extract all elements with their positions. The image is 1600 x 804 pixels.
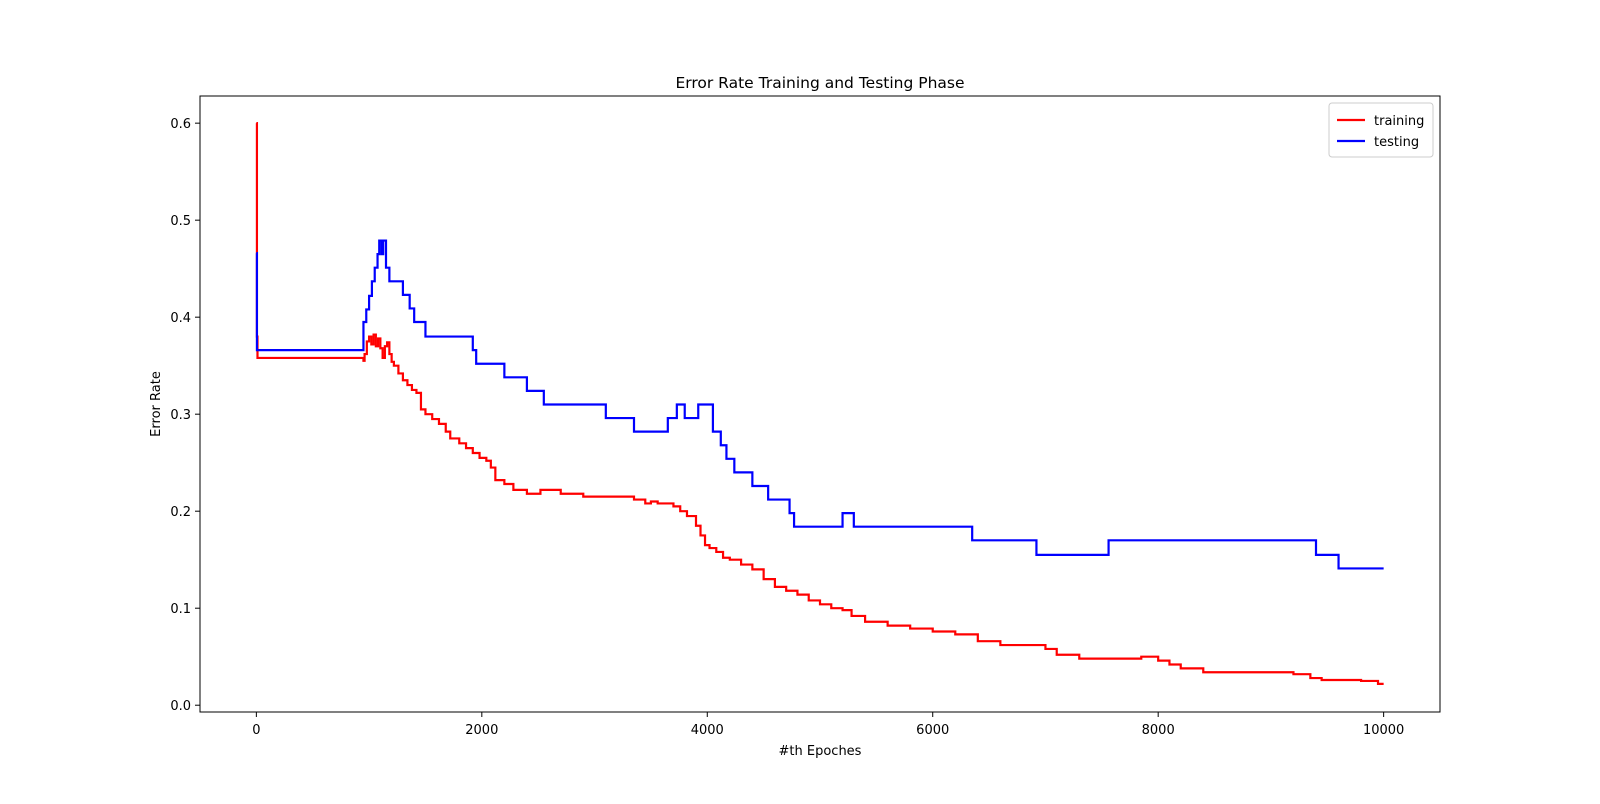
y-axis-label: Error Rate [149,371,164,437]
y-tick-label: 0.2 [170,505,191,520]
x-tick-label: 4000 [691,723,724,738]
y-tick-label: 0.4 [170,311,191,326]
y-tick-label: 0.6 [170,117,191,132]
y-tick-label: 0.3 [170,408,191,423]
legend: training testing [1328,102,1434,158]
chart-title: Error Rate Training and Testing Phase [675,74,964,92]
y-tick-label: 0.1 [170,602,191,617]
legend-box [1328,102,1434,158]
series-line-testing [255,239,1384,570]
legend-label-testing: testing [1374,135,1419,150]
plot-area-frame [199,95,1441,713]
y-tick-label: 0.0 [170,699,191,714]
x-axis-label: #th Epoches [779,744,862,759]
x-tick-label: 2000 [465,723,498,738]
y-tick-label: 0.5 [170,214,191,229]
x-tick-label: 10000 [1363,723,1404,738]
x-tick-label: 8000 [1142,723,1175,738]
series-line-training [255,122,1384,685]
x-tick-label: 6000 [916,723,949,738]
x-tick-label: 0 [252,723,260,738]
legend-label-training: training [1374,114,1424,129]
